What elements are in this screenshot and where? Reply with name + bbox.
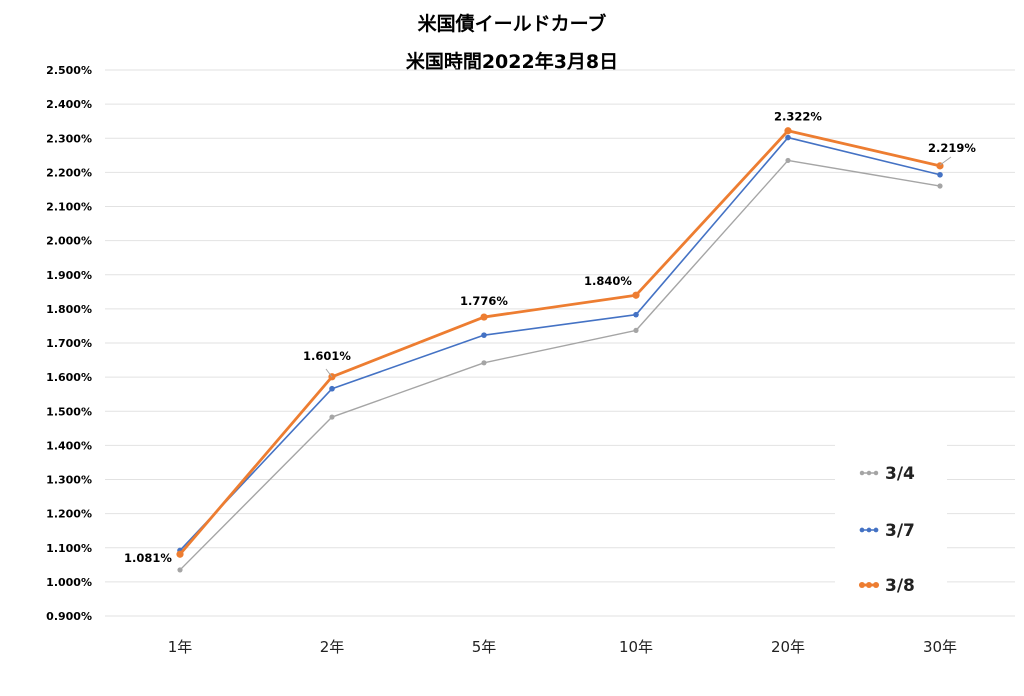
legend-label: 3/8 — [885, 576, 915, 596]
legend-swatch-marker — [858, 581, 866, 589]
data-point — [785, 157, 791, 164]
data-point — [937, 183, 943, 189]
data-label: 1.081% — [124, 551, 172, 565]
y-tick-label: 2.100% — [46, 201, 92, 214]
legend-swatch-marker — [859, 470, 865, 476]
data-point — [785, 134, 791, 141]
y-tick-label: 2.200% — [46, 166, 92, 179]
data-label: 2.219% — [928, 141, 976, 155]
data-point — [329, 414, 335, 420]
legend-swatch-marker — [859, 527, 865, 533]
data-point — [176, 550, 184, 558]
data-point — [633, 311, 639, 318]
y-tick-label: 1.000% — [46, 576, 92, 589]
x-tick-label: 20年 — [771, 638, 805, 656]
series-line-1 — [179, 159, 941, 571]
label-leader-line — [939, 156, 952, 166]
data-point — [481, 360, 487, 366]
legend-swatch-marker — [872, 581, 880, 589]
legend-swatch-marker — [873, 527, 879, 533]
legend-box — [835, 440, 947, 612]
data-point — [784, 127, 792, 135]
y-tick-label: 2.500% — [46, 64, 92, 77]
legend-swatch-marker — [866, 470, 872, 476]
y-tick-label: 1.600% — [46, 371, 92, 384]
data-label: 2.322% — [774, 110, 822, 124]
label-leader-line — [325, 368, 333, 378]
data-point — [937, 171, 943, 178]
data-point — [481, 332, 487, 338]
data-point — [177, 567, 183, 573]
legend-label: 3/4 — [885, 464, 915, 484]
x-tick-label: 5年 — [472, 638, 497, 656]
data-label: 1.601% — [303, 349, 351, 363]
y-tick-label: 1.300% — [46, 474, 92, 487]
chart-subtitle: 米国時間2022年3月8日 — [406, 50, 618, 73]
data-point — [480, 313, 488, 321]
legend-swatch-marker — [865, 581, 873, 589]
data-point — [329, 385, 335, 392]
y-tick-label: 2.400% — [46, 98, 92, 111]
y-tick-label: 1.500% — [46, 405, 92, 418]
y-tick-label: 1.700% — [46, 337, 92, 350]
data-point — [632, 291, 640, 299]
data-label: 1.840% — [584, 274, 632, 288]
legend-swatch-marker — [866, 527, 872, 533]
legend-swatch-marker — [873, 470, 879, 476]
y-tick-label: 2.000% — [46, 235, 92, 248]
y-tick-label: 2.300% — [46, 132, 92, 145]
y-tick-label: 0.900% — [46, 610, 92, 623]
data-label: 1.776% — [460, 294, 508, 308]
series-line-2 — [179, 136, 941, 552]
y-tick-label: 1.900% — [46, 269, 92, 282]
data-point — [633, 327, 639, 333]
y-tick-label: 1.800% — [46, 303, 92, 316]
y-tick-label: 1.200% — [46, 508, 92, 521]
y-tick-label: 1.100% — [46, 542, 92, 555]
y-tick-label: 1.400% — [46, 439, 92, 452]
x-tick-label: 2年 — [320, 638, 345, 656]
x-tick-label: 30年 — [923, 638, 957, 656]
x-tick-label: 10年 — [619, 638, 653, 656]
x-tick-label: 1年 — [168, 638, 193, 656]
legend-label: 3/7 — [885, 521, 915, 541]
series-line-3 — [178, 129, 941, 556]
chart-title: 米国債イールドカーブ — [418, 12, 607, 35]
